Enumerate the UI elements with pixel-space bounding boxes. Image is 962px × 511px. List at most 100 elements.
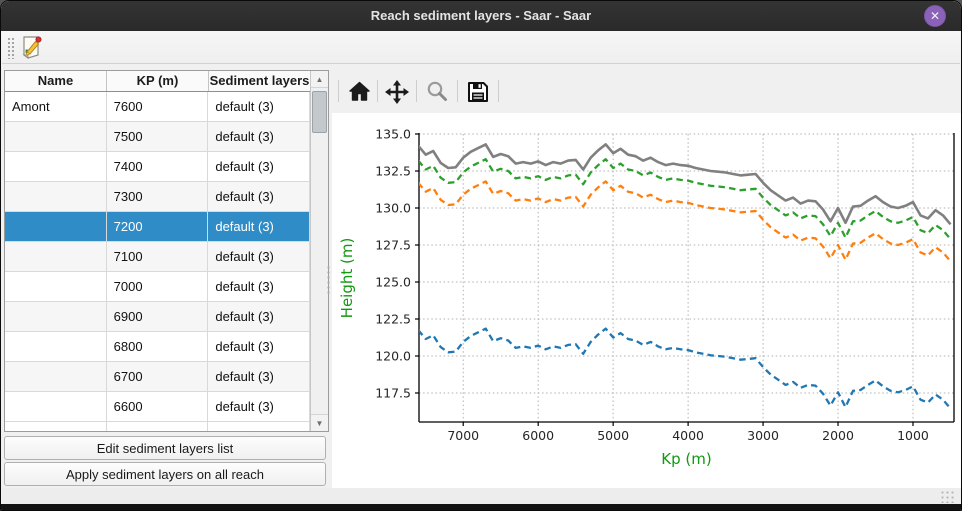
svg-text:2000: 2000 <box>822 428 854 443</box>
cell-kp[interactable]: 7400 <box>106 152 209 182</box>
cell-layers[interactable]: default (3) <box>208 182 310 212</box>
sediment-plot[interactable]: 7000 6000 5000 4000 3000 2000 1000 135.0 132.5 13… <box>332 113 961 488</box>
cell-name[interactable] <box>5 182 107 212</box>
svg-text:4000: 4000 <box>672 428 704 443</box>
cell-name[interactable]: Amont <box>5 92 107 122</box>
cell-layers[interactable]: default (3) <box>208 92 310 122</box>
column-header-name: Name <box>5 71 107 91</box>
cell[interactable] <box>5 422 107 431</box>
table-row[interactable]: 7500 default (3) <box>5 122 310 152</box>
cell[interactable] <box>107 422 209 431</box>
cell-layers[interactable]: default (3) <box>208 362 310 392</box>
plot-zoom-button[interactable] <box>424 79 450 105</box>
table-row[interactable]: 7200 default (3) <box>5 212 310 242</box>
resize-grip[interactable] <box>940 490 954 503</box>
close-icon: ✕ <box>929 9 941 23</box>
cell-layers[interactable]: default (3) <box>208 302 310 332</box>
cell-name[interactable] <box>5 302 107 332</box>
toolbar-separator <box>338 80 339 102</box>
cell-kp[interactable]: 7000 <box>106 272 209 302</box>
apply-sediment-layers-button[interactable]: Apply sediment layers on all reach <box>4 462 326 486</box>
table-row[interactable]: 7300 default (3) <box>5 182 310 212</box>
cell-kp[interactable]: 6600 <box>106 392 209 422</box>
titlebar[interactable]: Reach sediment layers - Saar - Saar ✕ <box>1 1 961 31</box>
cell-name[interactable] <box>5 392 107 422</box>
cell-name[interactable] <box>5 242 107 272</box>
svg-text:Height (m): Height (m) <box>338 238 356 319</box>
edit-sediment-layers-list-button[interactable]: Edit sediment layers list <box>4 436 326 460</box>
cell-layers[interactable]: default (3) <box>208 152 310 182</box>
edit-sediment-button[interactable] <box>18 34 44 61</box>
cell-name[interactable] <box>5 122 107 152</box>
svg-text:7000: 7000 <box>447 428 479 443</box>
scrollbar-thumb[interactable] <box>312 91 327 133</box>
window-title: Reach sediment layers - Saar - Saar <box>370 8 592 23</box>
table-header-row: Name KP (m) Sediment layers <box>5 71 328 92</box>
cell-kp[interactable]: 6800 <box>106 332 209 362</box>
sediment-table: Name KP (m) Sediment layers Amont 7600 defau… <box>4 70 329 432</box>
close-button[interactable]: ✕ <box>924 5 946 27</box>
svg-text:132.5: 132.5 <box>375 163 411 178</box>
svg-text:Kp (m): Kp (m) <box>661 450 711 468</box>
cell-name[interactable] <box>5 212 107 242</box>
scroll-up-button[interactable]: ▲ <box>311 71 328 88</box>
svg-text:130.0: 130.0 <box>375 200 411 215</box>
cell-kp[interactable]: 7300 <box>106 182 209 212</box>
cell-kp[interactable]: 7100 <box>106 242 209 272</box>
cell-kp[interactable]: 7500 <box>106 122 209 152</box>
cell-layers[interactable]: default (3) <box>208 332 310 362</box>
table-row[interactable]: 6800 default (3) <box>5 332 310 362</box>
statusbar <box>2 488 960 504</box>
table-row[interactable]: 6700 default (3) <box>5 362 310 392</box>
table-row[interactable]: 6600 default (3) <box>5 392 310 422</box>
zoom-icon <box>427 81 447 101</box>
pan-icon <box>385 80 409 104</box>
window-bottom-edge <box>1 504 961 510</box>
cell-layers[interactable]: default (3) <box>208 212 310 242</box>
series-bottom <box>419 327 952 410</box>
table-row[interactable]: 7100 default (3) <box>5 242 310 272</box>
panel-splitter-handle[interactable] <box>326 265 332 295</box>
cell-name[interactable] <box>5 332 107 362</box>
svg-text:5000: 5000 <box>597 428 629 443</box>
cell-layers[interactable]: default (3) <box>208 242 310 272</box>
cell-layers[interactable]: default (3) <box>208 122 310 152</box>
cell-name[interactable] <box>5 272 107 302</box>
scroll-down-icon: ▼ <box>315 419 324 428</box>
cell-name[interactable] <box>5 362 107 392</box>
table-row[interactable]: Amont 7600 default (3) <box>5 92 310 122</box>
cell-kp[interactable]: 7600 <box>106 92 209 122</box>
scroll-down-button[interactable]: ▼ <box>311 414 328 431</box>
plot-pan-button[interactable] <box>384 79 410 105</box>
cell-kp[interactable]: 6900 <box>106 302 209 332</box>
plot-save-button[interactable] <box>465 79 491 105</box>
main-toolbar <box>2 31 960 64</box>
toolbar-drag-handle[interactable] <box>7 37 15 59</box>
table-row[interactable]: 6900 default (3) <box>5 302 310 332</box>
scroll-up-icon: ▲ <box>315 75 324 84</box>
svg-text:122.5: 122.5 <box>375 311 411 326</box>
toolbar-separator <box>416 80 417 102</box>
cell-kp[interactable]: 6700 <box>106 362 209 392</box>
table-row-partial[interactable] <box>5 422 310 431</box>
toolbar-separator <box>457 80 458 102</box>
cell-kp[interactable]: 7200 <box>106 212 209 242</box>
svg-text:6000: 6000 <box>522 428 554 443</box>
cell-name[interactable] <box>5 152 107 182</box>
svg-text:125.0: 125.0 <box>375 274 411 289</box>
cell-layers[interactable]: default (3) <box>208 392 310 422</box>
table-scrollbar[interactable]: ▲ ▼ <box>310 71 328 431</box>
cell[interactable] <box>208 422 310 431</box>
edit-sediment-icon <box>22 36 42 59</box>
table-row[interactable]: 7400 default (3) <box>5 152 310 182</box>
column-header-sediment-layers: Sediment layers <box>209 71 311 91</box>
svg-text:3000: 3000 <box>747 428 779 443</box>
cell-layers[interactable]: default (3) <box>208 272 310 302</box>
table-row[interactable]: 7000 default (3) <box>5 272 310 302</box>
toolbar-separator <box>377 80 378 102</box>
plot-canvas[interactable]: 7000 6000 5000 4000 3000 2000 1000 135.0 132.5 13… <box>332 113 961 488</box>
toolbar-separator <box>498 80 499 102</box>
series-layer-1 <box>419 180 952 263</box>
plot-home-button[interactable] <box>346 79 372 105</box>
